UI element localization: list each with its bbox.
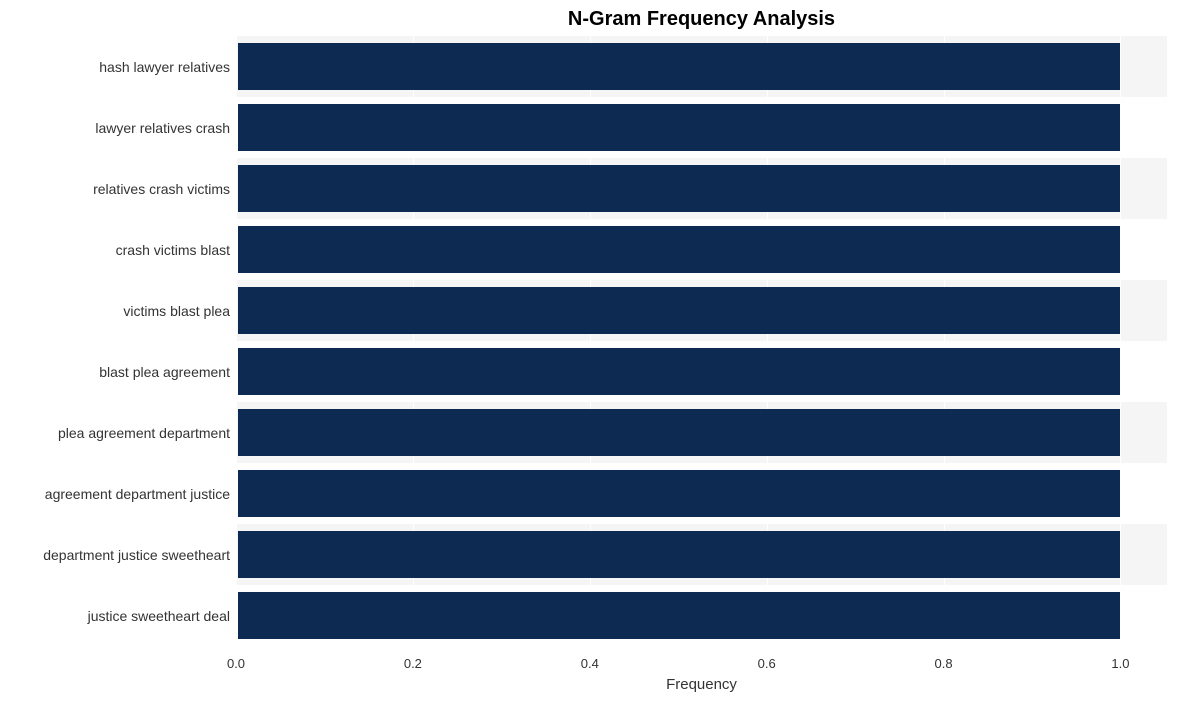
bar [238,43,1120,90]
y-tick-label: hash lawyer relatives [99,59,230,75]
gridline [236,36,237,646]
chart-container: N-Gram Frequency Analysis Frequency hash… [0,0,1177,701]
y-tick-label: justice sweetheart deal [88,608,230,624]
bar [238,165,1120,212]
chart-title: N-Gram Frequency Analysis [236,8,1167,31]
x-tick-label: 0.2 [404,656,422,671]
y-tick-label: relatives crash victims [93,181,230,197]
y-tick-label: department justice sweetheart [43,547,230,563]
bar [238,104,1120,151]
y-tick-label: agreement department justice [45,486,230,502]
bar [238,287,1120,334]
bar [238,409,1120,456]
bar [238,531,1120,578]
x-axis-label: Frequency [236,676,1167,693]
y-tick-label: crash victims blast [116,242,230,258]
gridline [1120,36,1121,646]
bar [238,348,1120,395]
bar [238,226,1120,273]
plot-area [236,36,1167,646]
x-tick-label: 0.0 [227,656,245,671]
x-tick-label: 0.8 [935,656,953,671]
y-tick-label: lawyer relatives crash [95,120,230,136]
x-tick-label: 1.0 [1111,656,1129,671]
y-tick-label: blast plea agreement [99,364,230,380]
y-tick-label: plea agreement department [58,425,230,441]
y-tick-label: victims blast plea [123,303,230,319]
x-tick-label: 0.6 [758,656,776,671]
bar [238,470,1120,517]
x-tick-label: 0.4 [581,656,599,671]
bar [238,592,1120,639]
